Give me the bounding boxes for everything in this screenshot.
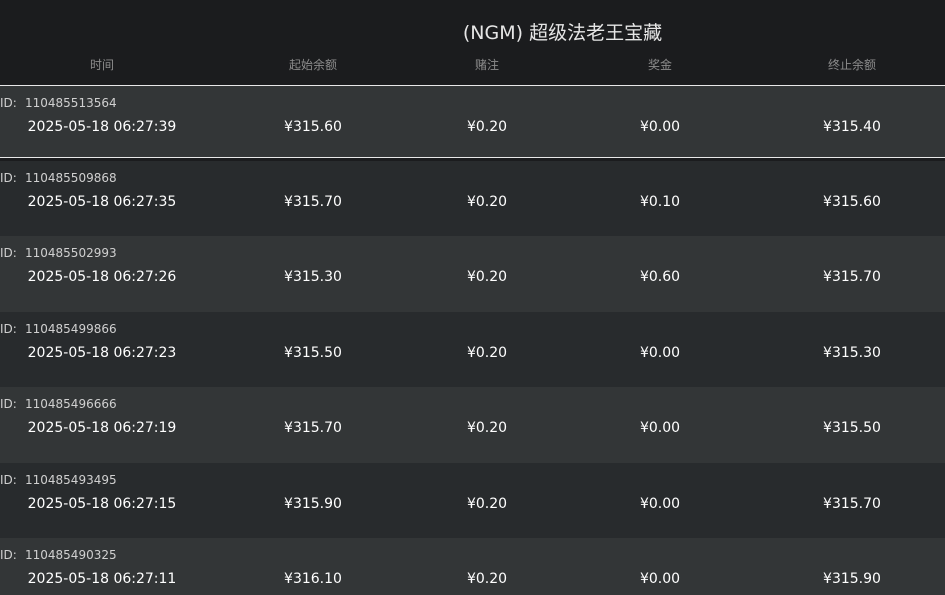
id-prefix: ID: [0, 397, 17, 411]
end-balance: ¥315.90 [823, 571, 881, 587]
time: 2025-05-18 06:27:11 [27, 571, 177, 587]
start-balance: ¥315.90 [284, 495, 342, 512]
time: 2025-05-18 06:27:15 [27, 495, 177, 512]
column-header: 终止余额 [827, 58, 877, 72]
record-row[interactable]: ID: 110485496666 2025-05-18 06:27:19 ¥315.7… [0, 387, 945, 463]
id-prefix: ID: [0, 246, 17, 260]
win: ¥0.00 [639, 495, 681, 512]
win: ¥0.60 [639, 269, 681, 285]
start-balance: ¥316.10 [284, 571, 342, 587]
end-balance: ¥315.40 [823, 119, 881, 135]
record-row[interactable]: ID: 110485490325 2025-05-18 06:27:11 ¥316.1… [0, 538, 945, 595]
id-prefix: ID: [0, 96, 17, 110]
start-balance: ¥315.70 [284, 420, 342, 436]
win: ¥0.00 [639, 119, 681, 135]
bet: ¥0.20 [466, 119, 508, 135]
end-balance: ¥315.50 [823, 420, 881, 436]
record-row[interactable]: ID: 110485502993 2025-05-18 06:27:26 ¥315.3… [0, 236, 945, 312]
time: 2025-05-18 06:27:23 [27, 344, 177, 361]
record-id: 110485493495 [25, 472, 117, 487]
start-balance: ¥315.70 [284, 193, 342, 210]
game-title: (NGM) 超级法老王宝藏 [462, 22, 663, 44]
bet: ¥0.20 [466, 193, 508, 210]
bet: ¥0.20 [466, 571, 508, 587]
time: 2025-05-18 06:27:19 [27, 420, 177, 436]
record-id: 110485513564 [25, 96, 117, 110]
record-id: 110485490325 [25, 548, 117, 562]
record-row[interactable]: ID: 110485513564 2025-05-18 06:27:39 ¥315.6… [0, 85, 945, 158]
record-row[interactable]: ID: 110485493495 2025-05-18 06:27:15 ¥315.9… [0, 462, 945, 538]
record-row[interactable]: ID: 110485499866 2025-05-18 06:27:23 ¥315.5… [0, 311, 945, 387]
time: 2025-05-18 06:27:39 [27, 119, 177, 135]
win: ¥0.00 [639, 420, 681, 436]
record-id: 110485509868 [25, 170, 117, 185]
column-header: 赌注 [474, 58, 500, 72]
time: 2025-05-18 06:27:26 [27, 269, 177, 285]
record-id: 110485499866 [25, 321, 117, 336]
id-prefix: ID: [0, 321, 17, 336]
win: ¥0.00 [639, 344, 681, 361]
end-balance: ¥315.60 [823, 193, 881, 210]
record-id: 110485502993 [25, 246, 117, 260]
win: ¥0.00 [639, 571, 681, 587]
bet: ¥0.20 [466, 495, 508, 512]
start-balance: ¥315.30 [284, 269, 342, 285]
column-header: 时间 [89, 58, 115, 72]
column-header: 奖金 [647, 58, 673, 72]
id-prefix: ID: [0, 170, 17, 185]
bet: ¥0.20 [466, 344, 508, 361]
end-balance: ¥315.30 [823, 344, 881, 361]
column-header: 起始余额 [288, 58, 338, 72]
start-balance: ¥315.50 [284, 344, 342, 361]
bet: ¥0.20 [466, 269, 508, 285]
id-prefix: ID: [0, 472, 17, 487]
bet: ¥0.20 [466, 420, 508, 436]
time: 2025-05-18 06:27:35 [27, 193, 177, 210]
id-prefix: ID: [0, 548, 17, 562]
record-id: 110485496666 [25, 397, 117, 411]
record-row[interactable]: ID: 110485509868 2025-05-18 06:27:35 ¥315.7… [0, 160, 945, 236]
start-balance: ¥315.60 [284, 119, 342, 135]
win: ¥0.10 [639, 193, 681, 210]
end-balance: ¥315.70 [823, 495, 881, 512]
end-balance: ¥315.70 [823, 269, 881, 285]
